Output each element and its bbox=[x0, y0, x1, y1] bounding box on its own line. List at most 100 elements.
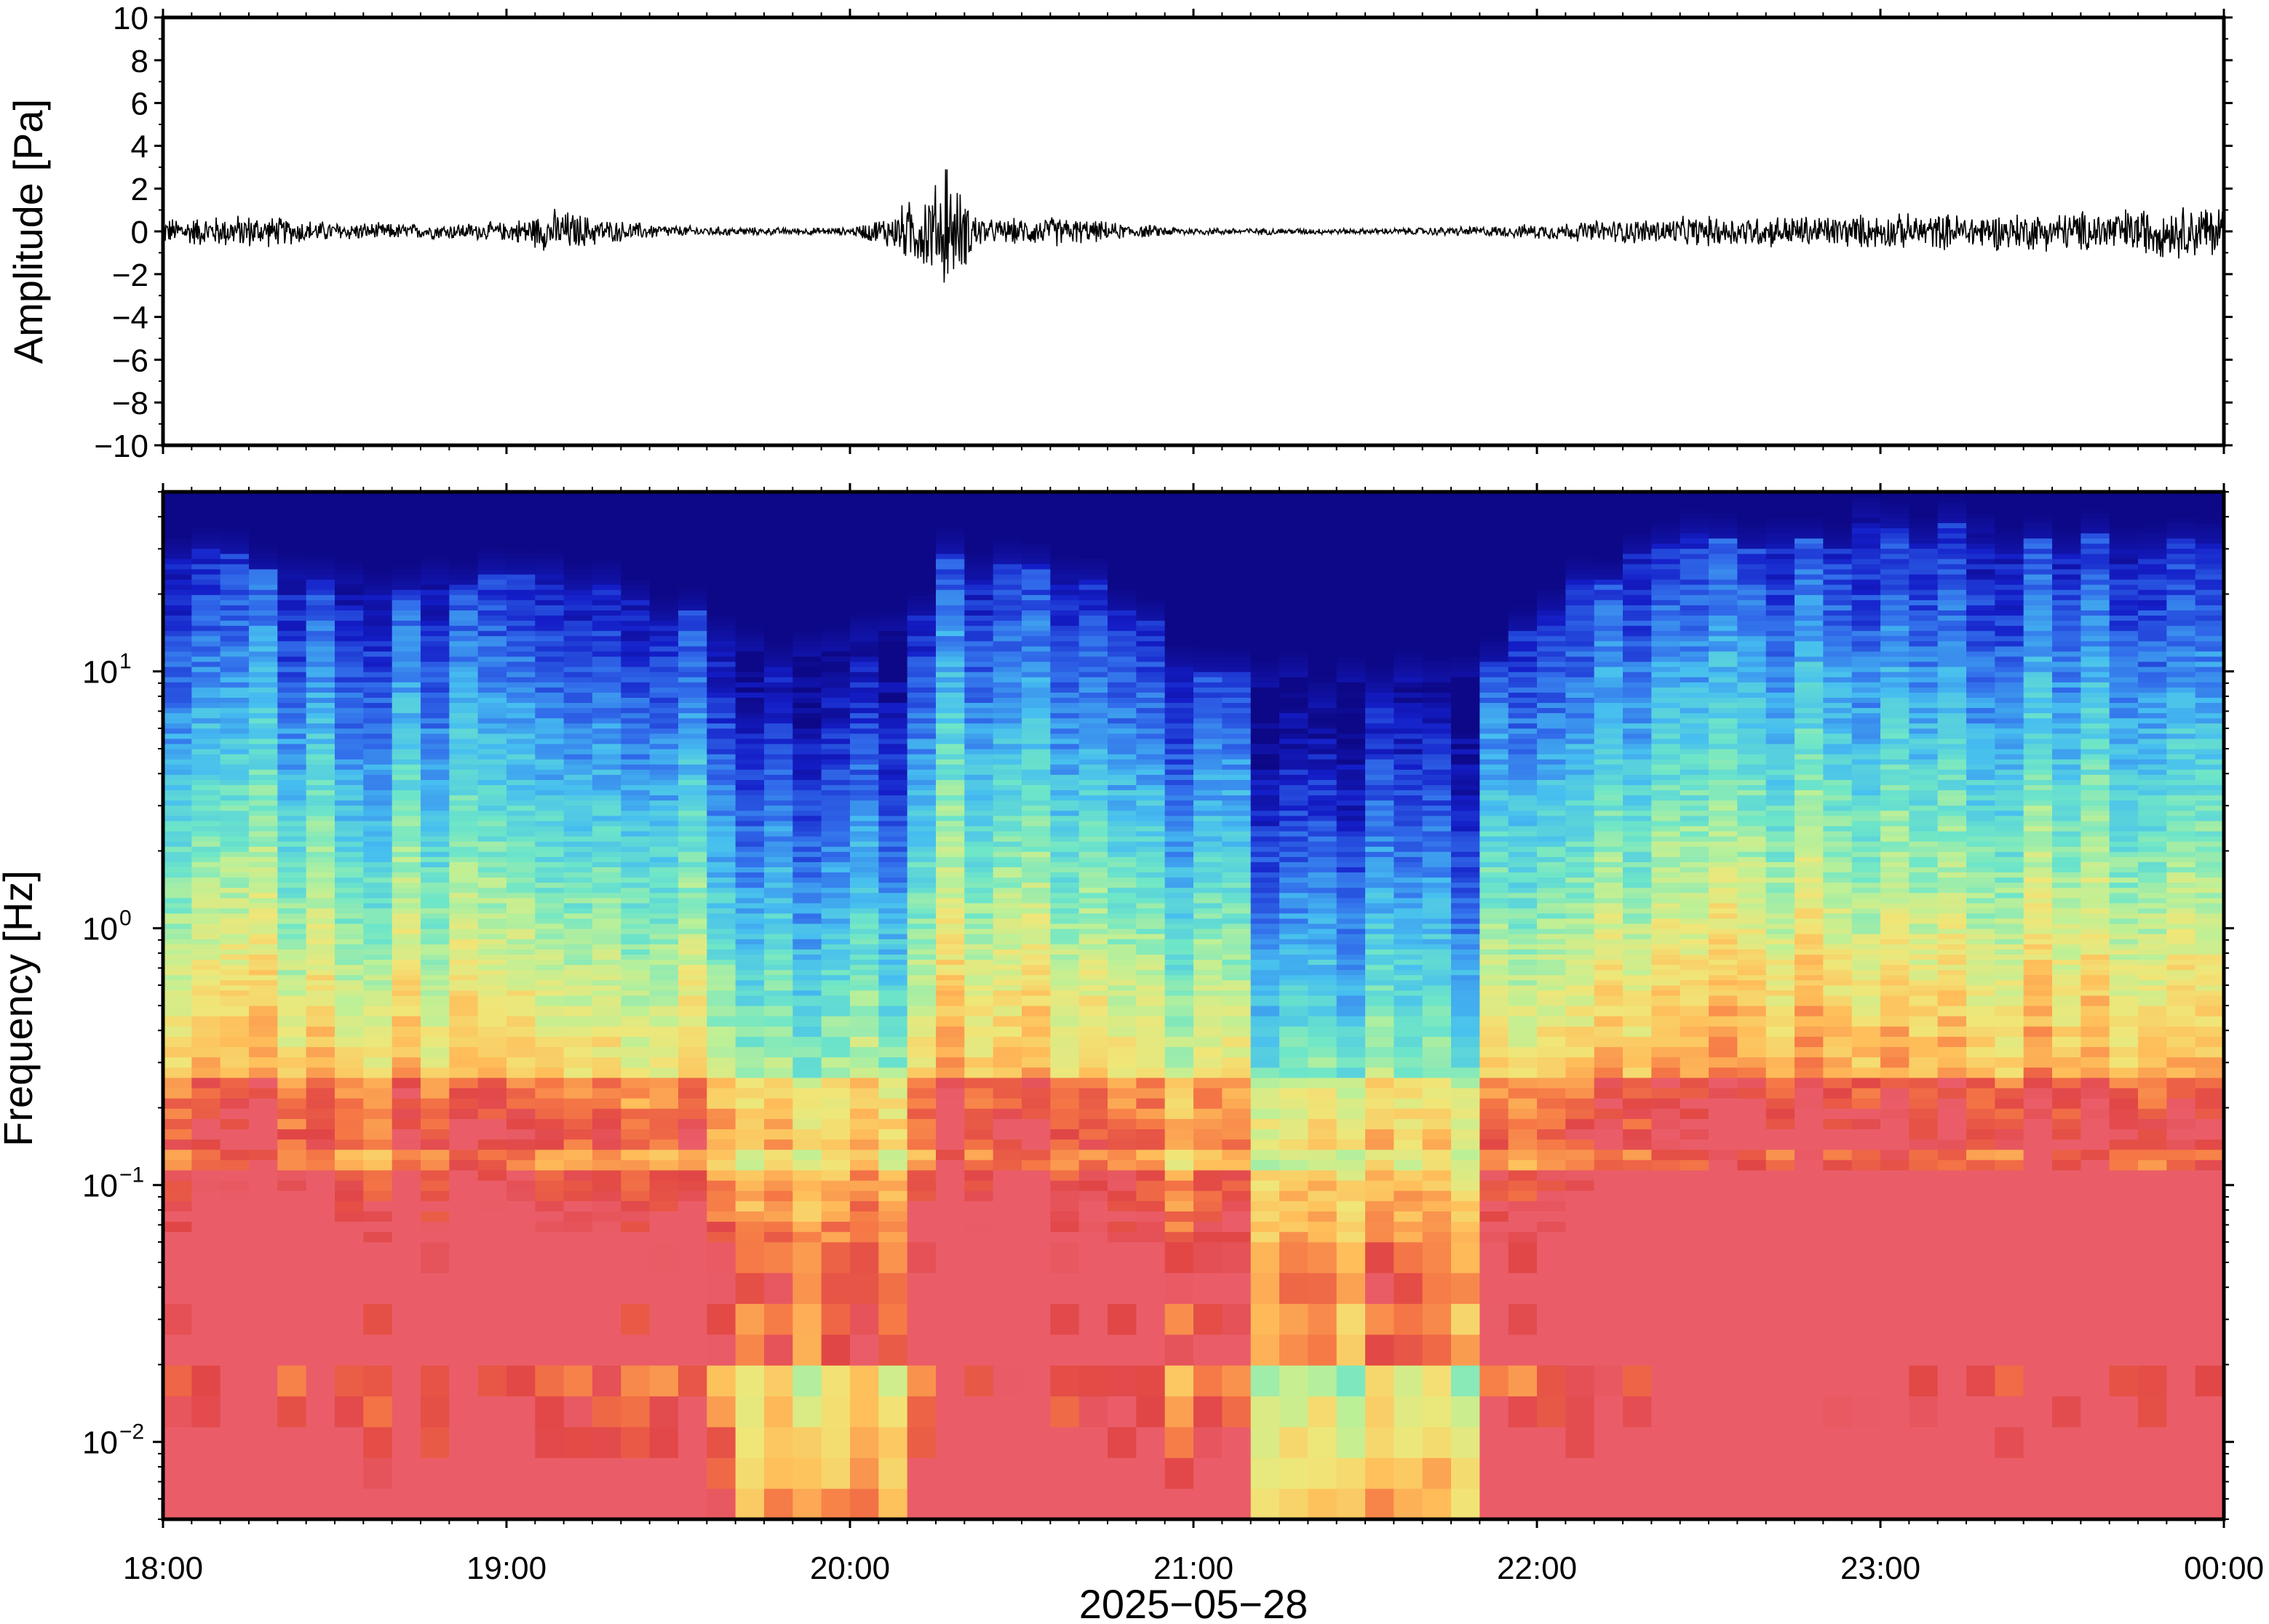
spectrogram-cell bbox=[363, 630, 393, 637]
spectrogram-cell bbox=[363, 502, 393, 508]
spectrogram-cell bbox=[1022, 600, 1051, 605]
spectrogram-cell bbox=[993, 1169, 1022, 1181]
spectrogram-cell bbox=[1022, 1201, 1051, 1211]
spectrogram-cell bbox=[907, 522, 937, 529]
spectrogram-cell bbox=[249, 939, 278, 944]
spectrogram-cell bbox=[878, 764, 908, 770]
spectrogram-cell bbox=[249, 682, 278, 688]
spectrogram-cell bbox=[191, 934, 221, 939]
spectrogram-cell bbox=[707, 1457, 736, 1489]
spectrogram-cell bbox=[335, 774, 364, 780]
spectrogram-cell bbox=[649, 1036, 679, 1048]
spectrogram-cell bbox=[735, 579, 765, 585]
spectrogram-cell bbox=[907, 692, 937, 698]
spectrogram-cell bbox=[1136, 892, 1166, 899]
spectrogram-cell bbox=[163, 543, 192, 549]
spectrogram-cell bbox=[1022, 820, 1051, 827]
spectrogram-cell bbox=[191, 810, 221, 816]
spectrogram-cell bbox=[878, 1118, 908, 1130]
spectrogram-cell bbox=[821, 789, 851, 796]
spectrogram-cell bbox=[249, 573, 278, 580]
spectrogram-cell bbox=[764, 553, 793, 560]
spectrogram-cell bbox=[1078, 1087, 1108, 1099]
spectrogram-cell bbox=[936, 605, 965, 610]
spectrogram-cell bbox=[1164, 620, 1194, 626]
spectrogram-cell bbox=[621, 887, 651, 893]
spectrogram-cell bbox=[1022, 918, 1051, 924]
spectrogram-cell bbox=[621, 1006, 651, 1016]
spectrogram-cell bbox=[477, 1118, 507, 1130]
spectrogram-cell bbox=[1193, 1396, 1223, 1428]
spectrogram-cell bbox=[1078, 522, 1108, 529]
spectrogram-cell bbox=[191, 1046, 221, 1058]
spectrogram-cell bbox=[1164, 589, 1194, 595]
spectrogram-cell bbox=[1136, 841, 1166, 847]
spectrogram-cell bbox=[1136, 1098, 1166, 1109]
spectrogram-cell bbox=[850, 928, 879, 934]
spectrogram-cell bbox=[249, 867, 278, 873]
spectrogram-cell bbox=[592, 672, 621, 677]
spectrogram-cell bbox=[907, 1149, 937, 1161]
spectrogram-cell bbox=[249, 1488, 278, 1519]
spectrogram-cell bbox=[535, 764, 565, 770]
spectrogram-cell bbox=[249, 815, 278, 821]
spectrogram-cell bbox=[449, 1221, 479, 1233]
spectrogram-cell bbox=[878, 912, 908, 919]
spectrogram-cell bbox=[735, 979, 765, 986]
spectrogram-cell bbox=[535, 1201, 565, 1211]
spectrogram-cell bbox=[850, 979, 879, 986]
spectrogram-cell bbox=[1108, 1180, 1137, 1191]
spectrogram-cell bbox=[249, 974, 278, 981]
spectrogram-cell bbox=[1164, 707, 1194, 714]
spectrogram-cell bbox=[477, 918, 507, 924]
spectrogram-cell bbox=[1164, 615, 1194, 621]
spectrogram-cell bbox=[220, 553, 250, 560]
spectrogram-cell bbox=[392, 959, 421, 966]
spectrogram-cell bbox=[592, 568, 621, 575]
spectrogram-cell bbox=[1164, 1016, 1194, 1027]
spectrogram-cell bbox=[363, 784, 393, 791]
spectrogram-cell bbox=[477, 672, 507, 677]
spectrogram-cell bbox=[363, 769, 393, 775]
spectrogram-cell bbox=[421, 497, 450, 503]
spectrogram-cell bbox=[335, 912, 364, 919]
spectrogram-cell bbox=[220, 1098, 250, 1109]
spectrogram-cell bbox=[306, 754, 335, 760]
spectrogram-cell bbox=[1108, 738, 1137, 744]
spectrogram-cell bbox=[678, 543, 707, 549]
spectrogram-cell bbox=[191, 702, 221, 709]
spectrogram-cell bbox=[277, 558, 307, 565]
spectrogram-cell bbox=[249, 697, 278, 704]
spectrogram-cell bbox=[449, 1118, 479, 1130]
spectrogram-cell bbox=[449, 728, 479, 734]
spectrogram-cell bbox=[335, 1098, 364, 1109]
spectrogram-cell bbox=[449, 1098, 479, 1109]
spectrogram-cell bbox=[1050, 841, 1080, 847]
spectrogram-cell bbox=[306, 805, 335, 811]
spectrogram-cell bbox=[506, 779, 536, 786]
spectrogram-cell bbox=[506, 969, 536, 976]
spectrogram-cell bbox=[821, 697, 851, 704]
spectrogram-cell bbox=[363, 1365, 393, 1397]
spectrogram-cell bbox=[335, 810, 364, 816]
spectrogram-cell bbox=[993, 528, 1022, 534]
spectrogram-cell bbox=[707, 815, 736, 821]
spectrogram-cell bbox=[191, 1129, 221, 1140]
spectrogram-cell bbox=[1108, 867, 1137, 873]
spectrogram-cell bbox=[1022, 507, 1051, 513]
spectrogram-cell bbox=[421, 1457, 450, 1489]
spectrogram-cell bbox=[1022, 974, 1051, 981]
spectrogram-cell bbox=[964, 902, 994, 909]
spectrogram-cell bbox=[821, 1067, 851, 1078]
spectrogram-cell bbox=[449, 650, 479, 657]
spectrogram-cell bbox=[1022, 846, 1051, 852]
spectrogram-cell bbox=[678, 538, 707, 544]
spectrogram-cell bbox=[535, 1488, 565, 1519]
spectrogram-cell bbox=[392, 1149, 421, 1161]
spectrogram-cell bbox=[764, 1159, 793, 1171]
spectrogram-cell bbox=[792, 502, 822, 508]
spectrogram-cell bbox=[1108, 579, 1137, 585]
spectrogram-cell bbox=[993, 882, 1022, 888]
spectrogram-cell bbox=[277, 568, 307, 575]
spectrogram-cell bbox=[1164, 1067, 1194, 1078]
